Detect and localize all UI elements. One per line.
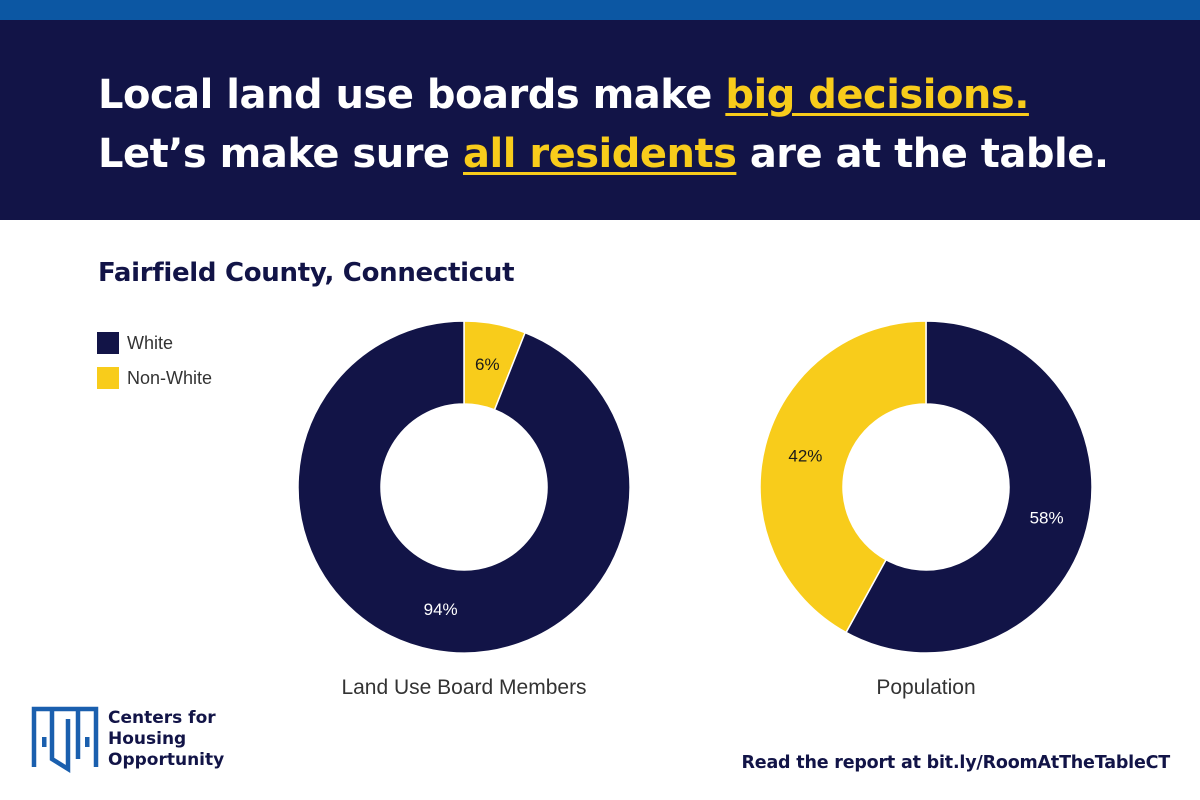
headline-line-2-suffix: are at the table. (736, 131, 1109, 177)
land-use-board-members-label-non-white: 6% (475, 355, 500, 374)
land-use-board-members-label-white: 94% (424, 600, 458, 619)
organization-logo: Centers for Housing Opportunity (30, 703, 288, 775)
population-slice-non-white (759, 320, 927, 634)
population-label-non-white: 42% (788, 447, 822, 466)
legend-label-white: White (127, 332, 174, 353)
legend-swatch-non-white (97, 367, 119, 389)
door-logo-icon (31, 706, 99, 774)
chart-subtitle: Fairfield County, Connecticut (98, 258, 515, 288)
population-slice-white (845, 320, 1093, 654)
top-accent-stripe (0, 0, 1200, 20)
header-banner (0, 20, 1200, 220)
report-link-text[interactable]: Read the report at bit.ly/RoomAtTheTable… (741, 753, 1171, 773)
headline-line-1: Local land use boards make big decisions… (98, 75, 1029, 115)
logo-wordmark: Centers for Housing Opportunity (108, 707, 225, 770)
headline-highlight-all-residents: all residents (463, 131, 737, 177)
land-use-board-members-slice-white (297, 320, 631, 654)
legend-item-white: White (97, 332, 212, 354)
headline-line-2: Let’s make sure all residents are at the… (98, 134, 1109, 174)
legend-swatch-white (97, 332, 119, 354)
land-use-board-members-chart-title: Land Use Board Members (341, 676, 586, 699)
legend-label-non-white: Non-White (127, 367, 213, 388)
population-chart-title: Population (876, 676, 975, 699)
headline-highlight-big-decisions: big decisions. (725, 72, 1029, 118)
chart-legend: White Non-White (97, 332, 212, 402)
legend-item-non-white: Non-White (97, 367, 212, 389)
population-label-white: 58% (1030, 508, 1064, 527)
headline-line-2-prefix: Let’s make sure (98, 131, 463, 177)
headline-line-1-prefix: Local land use boards make (98, 72, 726, 118)
